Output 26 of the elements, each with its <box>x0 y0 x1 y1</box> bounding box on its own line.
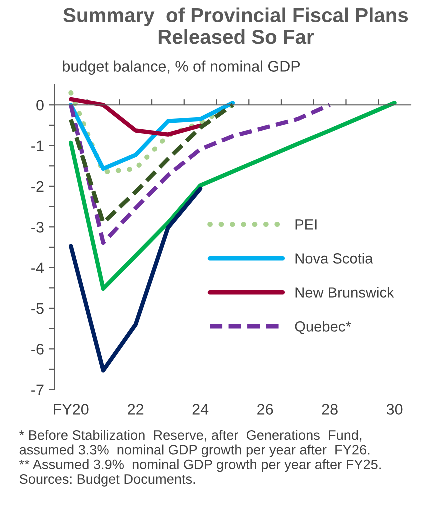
y-tick-label: -4 <box>32 262 44 274</box>
legend-label: New Brunswick <box>296 287 394 298</box>
line-series <box>69 186 203 373</box>
y-tick-label: -2 <box>32 181 44 192</box>
y-axis-title: budget balance, % of nominal GDP <box>63 60 300 75</box>
y-tick-label: 0 <box>36 100 44 111</box>
x-tick-label: FY20 <box>54 404 89 415</box>
chart-title: Summary of Provincial Fiscal Plans Released So Far <box>64 8 408 44</box>
y-tick-label: -1 <box>32 140 44 152</box>
text: * Before Stabilization Reserve, after Generations Fund, assumed 3.3% nominal GDP growth per year after FY26. ** Assumed 3.9% nominal GDP growth per year after FY25. Sources: Budget Documents. <box>20 430 381 487</box>
legend-label: PEI <box>296 220 317 230</box>
line-series <box>68 90 236 175</box>
line-series <box>69 101 236 172</box>
x-tick-label: 28 <box>322 404 338 415</box>
line-series <box>69 103 332 246</box>
x-tick-label: 26 <box>258 404 274 415</box>
x-tick-label: 24 <box>192 404 209 415</box>
legend-label: Nova Scotia <box>296 253 374 264</box>
y-tick-label: -7 <box>32 384 44 396</box>
y-tick-label: -6 <box>32 344 44 355</box>
line-series <box>69 97 203 137</box>
legend-label: Quebec* <box>295 321 352 334</box>
y-tick-label: -3 <box>32 222 44 233</box>
x-tick-label: 22 <box>128 404 144 415</box>
x-tick-label: 30 <box>386 404 403 415</box>
y-tick-label: -5 <box>32 304 44 314</box>
